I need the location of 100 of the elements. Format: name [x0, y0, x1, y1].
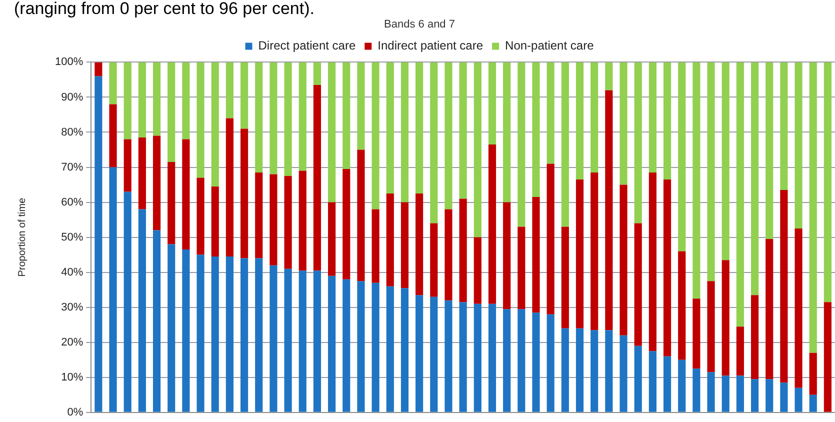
- bar: [590, 62, 598, 173]
- bar: [444, 62, 452, 210]
- y-tick-label: 90%: [61, 91, 84, 104]
- bar: [372, 209, 380, 283]
- bar: [780, 382, 788, 412]
- bar: [750, 62, 759, 296]
- bar: [430, 223, 438, 297]
- bar: [386, 286, 394, 412]
- bar: [94, 76, 102, 412]
- bar: [518, 226, 526, 310]
- bar: [474, 237, 482, 304]
- bar: [546, 314, 554, 412]
- bar: [532, 312, 540, 412]
- bar: [226, 62, 234, 118]
- bar: [444, 300, 452, 412]
- bar: [152, 62, 161, 136]
- bar: [328, 62, 336, 202]
- bar: [416, 62, 424, 194]
- bar: [284, 176, 292, 269]
- bar: [722, 260, 730, 376]
- bar: [736, 326, 744, 376]
- bar: [196, 254, 204, 412]
- bar: [605, 330, 613, 412]
- bar: [386, 194, 394, 286]
- bar: [430, 62, 438, 224]
- legend-label: Direct patient care: [258, 38, 356, 53]
- bar: [663, 62, 672, 180]
- bar: [342, 62, 350, 170]
- bar: [518, 62, 526, 227]
- bar: [313, 84, 322, 271]
- bar: [590, 330, 598, 412]
- chart-title: Bands 6 and 7: [384, 18, 455, 31]
- bar: [766, 379, 774, 412]
- y-tick-label: 40%: [61, 266, 84, 278]
- bar: [416, 194, 424, 296]
- bar: [620, 62, 628, 185]
- bar: [357, 150, 365, 282]
- bar: [692, 298, 700, 369]
- bar: [809, 352, 817, 395]
- bar: [372, 62, 380, 210]
- bar: [780, 62, 788, 190]
- bar: [109, 104, 117, 168]
- bar: [313, 270, 322, 412]
- bar: [678, 360, 686, 412]
- bar: [313, 62, 322, 85]
- bar: [168, 244, 176, 412]
- y-tick-label: 80%: [61, 126, 84, 138]
- bar: [196, 178, 204, 255]
- bar: [400, 62, 409, 202]
- bar: [794, 62, 802, 229]
- bar: [459, 62, 467, 199]
- bar: [182, 139, 190, 250]
- bar: [182, 250, 190, 412]
- bar: [459, 302, 467, 412]
- bar: [328, 202, 336, 276]
- bar: [532, 62, 540, 198]
- bar: [357, 62, 365, 150]
- bar: [196, 62, 204, 178]
- bar: [561, 328, 569, 412]
- bar: [386, 62, 394, 194]
- bar: [722, 62, 730, 260]
- bar: [255, 172, 263, 258]
- bar: [328, 276, 336, 412]
- bar: [722, 376, 730, 412]
- bar: [576, 180, 584, 328]
- bar: [503, 62, 511, 202]
- bar: [634, 62, 642, 224]
- y-tick-label: 60%: [61, 196, 84, 208]
- bar: [546, 62, 554, 164]
- bar: [459, 198, 467, 302]
- bar: [809, 62, 817, 353]
- bar: [138, 209, 146, 412]
- bar: [590, 172, 598, 330]
- bar: [372, 282, 380, 412]
- bar: [94, 62, 102, 76]
- bar: [182, 62, 190, 140]
- y-tick-label: 30%: [61, 301, 84, 314]
- bar: [824, 302, 832, 412]
- bar: [518, 309, 526, 412]
- bar: [270, 62, 278, 174]
- bar: [532, 197, 540, 313]
- legend-label: Indirect patient care: [378, 38, 484, 53]
- bar: [240, 258, 248, 412]
- bar: [663, 180, 672, 356]
- bar: [648, 62, 656, 173]
- bar: [168, 162, 176, 244]
- bar: [561, 62, 569, 227]
- bar: [240, 128, 248, 258]
- bar: [109, 62, 117, 104]
- bar: [474, 304, 482, 412]
- bar: [226, 118, 234, 257]
- bar: [152, 230, 161, 412]
- bar: [255, 62, 263, 173]
- bar: [138, 137, 146, 210]
- legend-label: Non-patient care: [505, 38, 594, 53]
- bar: [692, 368, 700, 412]
- bar: [794, 228, 802, 388]
- bar: [284, 268, 292, 412]
- bar: [750, 295, 759, 380]
- bar: [444, 209, 452, 300]
